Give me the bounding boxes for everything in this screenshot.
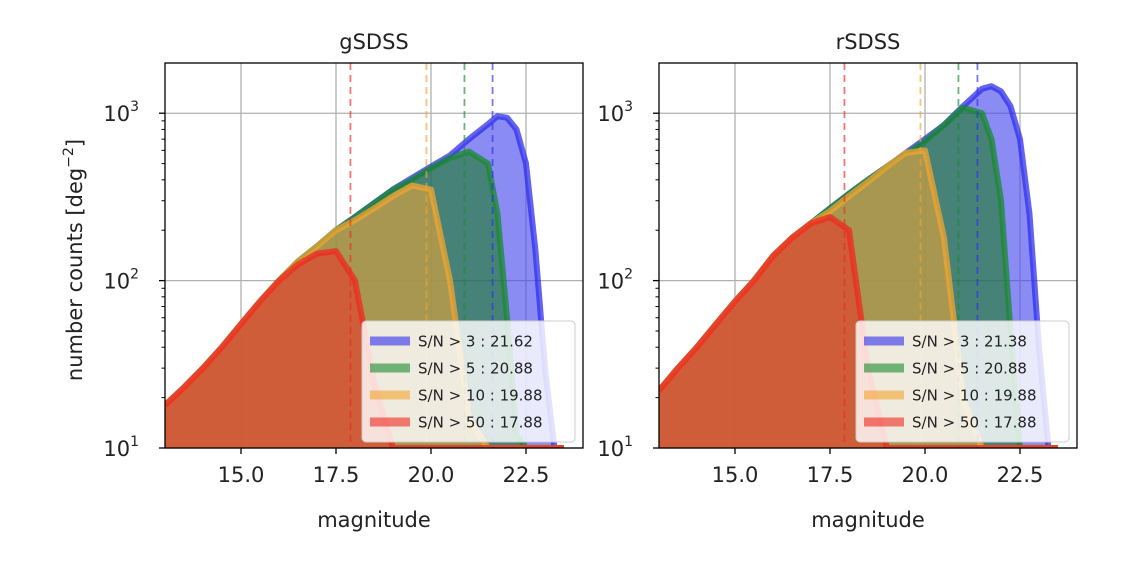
x-axis-label: magnitude [317, 508, 431, 532]
y-tick-label: 103 [103, 99, 139, 126]
panel-gsdss: gSDSS 15.0 17.5 20.0 22.5 101 102 103 magnitude S… [103, 30, 584, 532]
x-axis-label: magnitude [811, 508, 925, 532]
legend-box [361, 320, 576, 443]
x-tick-label: 17.5 [313, 463, 360, 487]
legend-label-sn50: S/N > 50 : 17.88 [912, 414, 1037, 432]
plot-frame [658, 62, 1078, 449]
panel-title: gSDSS [339, 30, 409, 54]
x-tick-label: 20.0 [408, 463, 455, 487]
y-tick-label: 102 [597, 267, 633, 294]
legend-box [855, 320, 1070, 443]
curve-sn50 [659, 214, 1058, 448]
x-tick-label: 15.0 [712, 463, 759, 487]
curve-sn50 [165, 248, 564, 448]
legend-label-sn50: S/N > 50 : 17.88 [418, 414, 543, 432]
x-tick-label: 22.5 [503, 463, 550, 487]
plot-frame [164, 62, 584, 449]
legend: S/N > 3 : 21.38 S/N > 5 : 20.88 S/N > 10 :… [855, 320, 1070, 443]
legend-label-sn10: S/N > 10 : 19.88 [418, 387, 543, 405]
legend-label-sn10: S/N > 10 : 19.88 [912, 387, 1037, 405]
panel-title: rSDSS [836, 30, 901, 54]
x-tick-label: 17.5 [807, 463, 854, 487]
legend-label-sn5: S/N > 5 : 20.88 [418, 360, 533, 378]
legend: S/N > 3 : 21.62 S/N > 5 : 20.88 S/N > 10 :… [361, 320, 576, 443]
panel-rsdss: rSDSS 15.0 17.5 20.0 22.5 101 102 103 magnitude S… [597, 30, 1078, 532]
legend-label-sn3: S/N > 3 : 21.38 [912, 333, 1027, 351]
x-tick-label: 15.0 [218, 463, 265, 487]
y-tick-label: 102 [103, 267, 139, 294]
y-tick-label: 103 [597, 99, 633, 126]
y-axis-label: number counts [deg−2] [61, 139, 87, 381]
legend-label-sn5: S/N > 5 : 20.88 [912, 360, 1027, 378]
x-tick-label: 20.0 [902, 463, 949, 487]
y-tick-label: 101 [597, 434, 633, 461]
x-tick-label: 22.5 [997, 463, 1044, 487]
y-tick-label: 101 [103, 434, 139, 461]
legend-label-sn3: S/N > 3 : 21.62 [418, 333, 533, 351]
